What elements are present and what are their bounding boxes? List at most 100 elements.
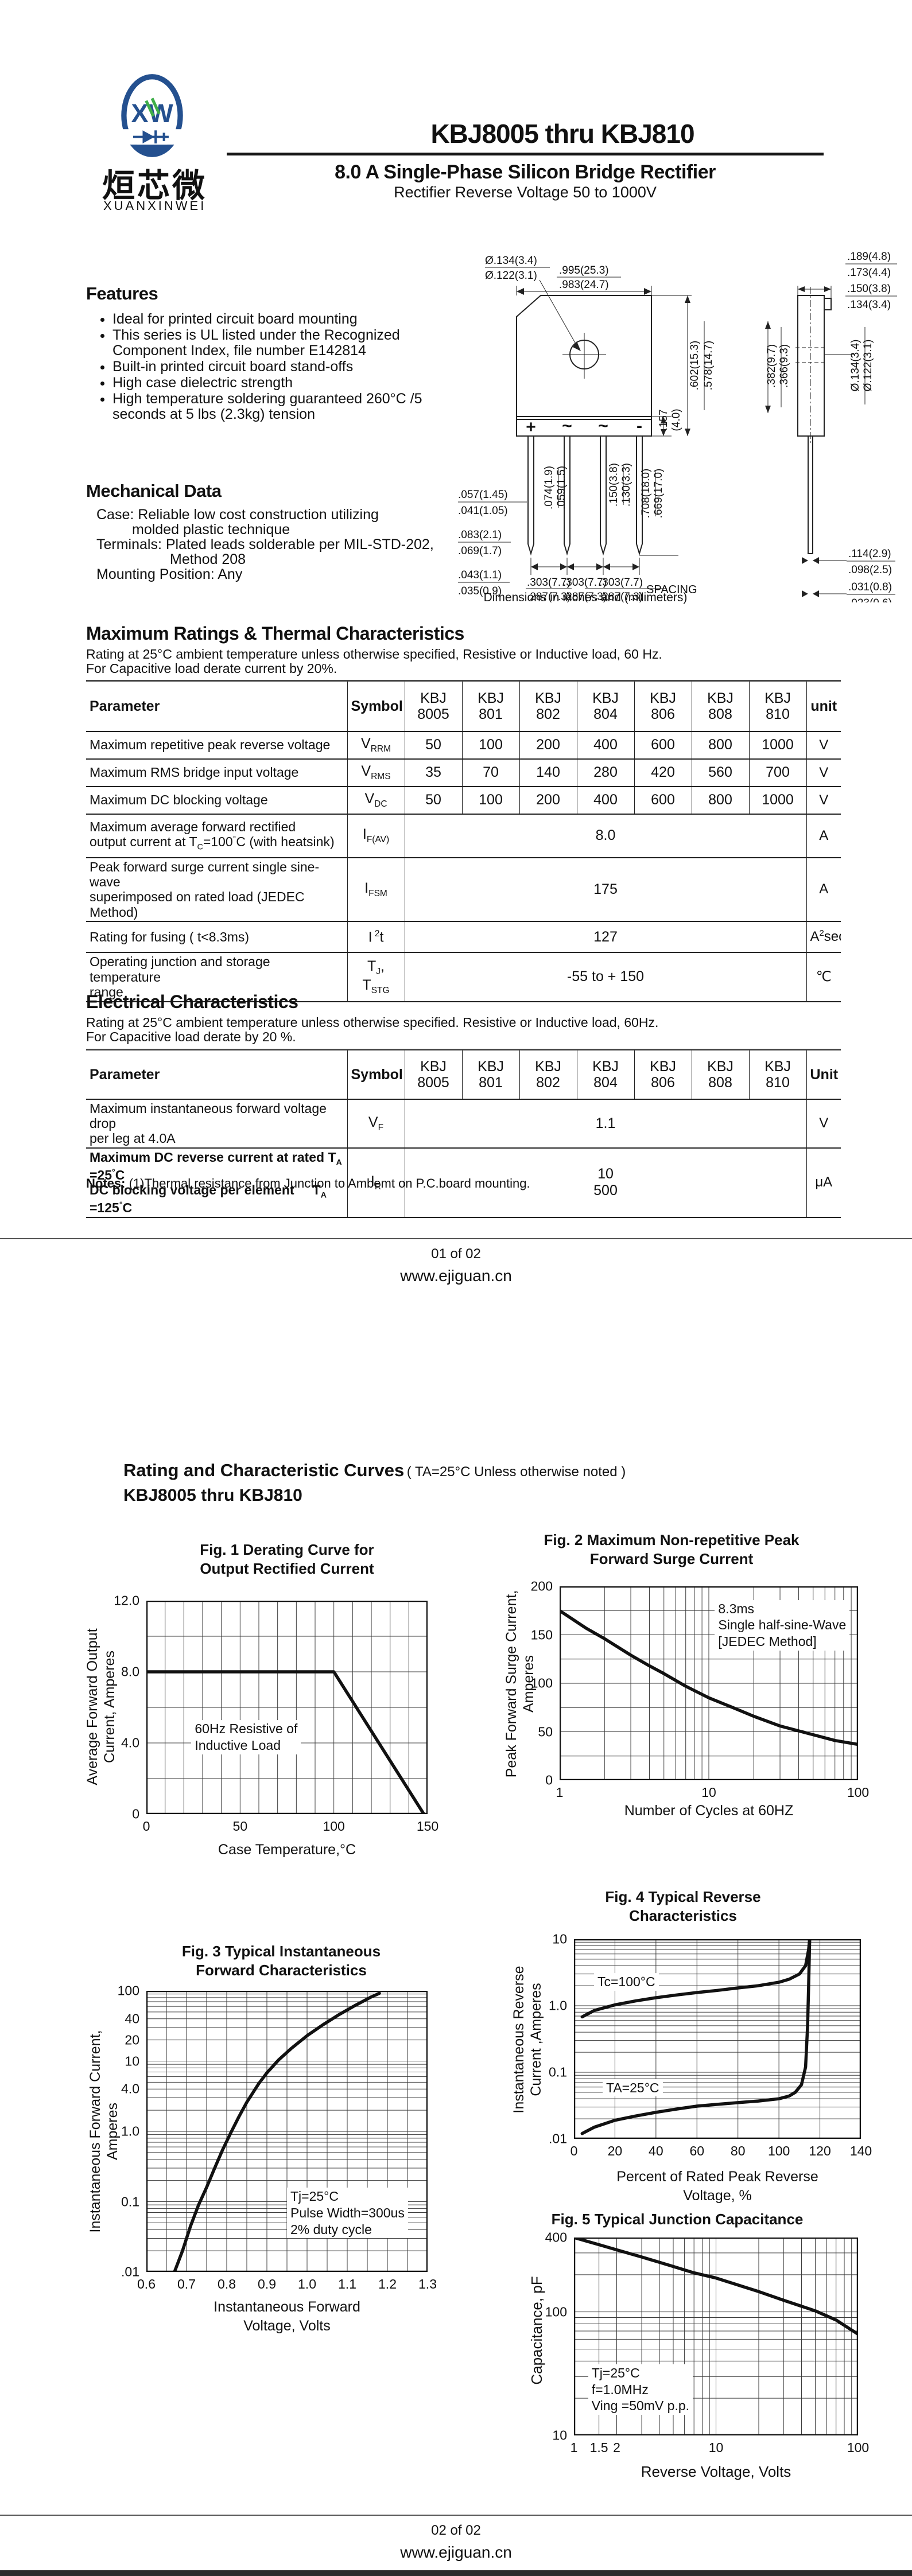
dim-label: .669(17.0) bbox=[653, 469, 665, 519]
notes-label: Notes: bbox=[86, 1176, 126, 1190]
dim-label: .069(1.7) bbox=[458, 545, 502, 557]
dim-label: .057(1.45) bbox=[458, 489, 508, 501]
table-header: KBJ 804 bbox=[576, 1049, 634, 1099]
fig5-y-axis-label: Capacitance, pF bbox=[528, 2276, 545, 2385]
fig1-x-axis-label: Case Temperature,°C bbox=[218, 1842, 356, 1858]
y-tick-label: 10 bbox=[125, 2053, 139, 2068]
dim-label: .083(2.1) bbox=[458, 529, 502, 541]
y-tick-label: 4.0 bbox=[121, 2081, 139, 2096]
value-cell: 100 bbox=[461, 731, 519, 759]
curves-part-range: KBJ8005 thru KBJ810 bbox=[123, 1486, 302, 1505]
y-tick-label: 400 bbox=[545, 2229, 567, 2245]
dim-label: .134(3.4) bbox=[847, 299, 891, 311]
table-header: KBJ 804 bbox=[576, 680, 634, 731]
value-cell: 50 bbox=[404, 786, 462, 814]
x-tick-label: 2 bbox=[613, 2440, 620, 2455]
logo-english-text: XUANXINWEI bbox=[103, 199, 207, 213]
y-tick-label: 4.0 bbox=[121, 1735, 139, 1750]
x-tick-label: 1.3 bbox=[418, 2277, 437, 2291]
parameter-cell: Rating for fusing ( t<8.3ms) bbox=[90, 929, 250, 945]
unit-cell: V bbox=[806, 1099, 841, 1148]
dim-label: .157 bbox=[658, 410, 670, 431]
page-bottom-edge bbox=[0, 2570, 912, 2576]
x-tick-label: 100 bbox=[847, 1785, 870, 1800]
website-link[interactable]: www.ejiguan.cn bbox=[400, 1267, 512, 1285]
y-tick-label: 8.0 bbox=[121, 1664, 139, 1679]
fig1-plot bbox=[146, 1601, 428, 1814]
y-tick-label: 10 bbox=[552, 1931, 567, 1947]
fig3-y-axis-label: Instantaneous Forward Current, Amperes bbox=[87, 2030, 121, 2233]
table-header: KBJ 801 bbox=[461, 1049, 519, 1099]
parameter-cell: Maximum RMS bridge input voltage bbox=[90, 765, 299, 780]
parameter-cell: Operating junction and storage temperatu… bbox=[90, 954, 270, 1000]
feature-item: Built-in printed circuit board stand-off… bbox=[112, 359, 457, 375]
value-cell: 600 bbox=[634, 731, 692, 759]
dim-label: .303(7.7) bbox=[599, 577, 643, 589]
table-header: Symbol bbox=[347, 1049, 405, 1099]
value-cell: 200 bbox=[519, 731, 577, 759]
dim-label: .173(4.4) bbox=[847, 267, 891, 279]
parameter-cell: Maximum DC blocking voltage bbox=[90, 792, 268, 808]
fig2-title: Fig. 2 Maximum Non-repetitive Peak Forwa… bbox=[544, 1531, 800, 1567]
dim-label: .098(2.5) bbox=[848, 564, 892, 576]
fig1-chart: 0 50 100 150 0 4.0 8.0 12.0 60Hz Resistive of In… bbox=[114, 1593, 438, 1834]
dim-label: .059(1.5) bbox=[556, 466, 568, 509]
unit-cell: V bbox=[806, 758, 841, 787]
fig2-plot bbox=[560, 1586, 858, 1780]
table-row: Maximum RMS bridge input voltage VRMS 35 70… bbox=[86, 758, 841, 787]
y-tick-label: 0.1 bbox=[549, 2064, 567, 2080]
y-tick-label: .01 bbox=[549, 2131, 567, 2146]
curves-heading: Rating and Characteristic Curves ( TA=25… bbox=[123, 1460, 870, 1481]
parameter-cell: Maximum DC reverse current at rated TA =… bbox=[90, 1149, 342, 1216]
y-tick-label: 100 bbox=[117, 1983, 139, 1998]
unit-cell: A bbox=[806, 814, 841, 858]
x-tick-label: 1.5 bbox=[589, 2440, 608, 2455]
document-title: 8.0 A Single-Phase Silicon Bridge Rectif… bbox=[335, 161, 716, 183]
fig5-title: Fig. 5 Typical Junction Capacitance bbox=[551, 2211, 804, 2228]
y-tick-label: 50 bbox=[538, 1724, 553, 1739]
x-tick-label: 50 bbox=[232, 1819, 248, 1834]
value-cell: 560 bbox=[691, 758, 749, 787]
value-cell: 100 bbox=[461, 786, 519, 814]
dim-label: .189(4.8) bbox=[847, 251, 891, 263]
footer-divider bbox=[0, 1238, 912, 1239]
dim-label: .366(9.3) bbox=[778, 344, 790, 388]
fig3-title: Fig. 3 Typical Instantaneous Forward Cha… bbox=[181, 1943, 381, 1979]
x-tick-label: 0.7 bbox=[177, 2277, 196, 2291]
feature-item: This series is UL listed under the Recog… bbox=[112, 328, 457, 359]
chart-annotation: Tc=100°C bbox=[594, 1973, 659, 1991]
symbol-cell: IF(AV) bbox=[347, 814, 405, 858]
document-subtitle: Rectifier Reverse Voltage 50 to 1000V bbox=[394, 184, 657, 201]
symbol-cell: VF bbox=[347, 1099, 405, 1148]
fig4-y-axis-label: Instantaneous Reverse Current ,Amperes bbox=[511, 1966, 544, 2114]
dim-label: Ø.122(3.1) bbox=[485, 270, 537, 282]
dim-label: .035(0.9) bbox=[458, 585, 502, 597]
dim-label: .382(9.7) bbox=[766, 344, 778, 388]
value-cell: 600 bbox=[634, 786, 692, 814]
symbol-cell: IR bbox=[347, 1147, 405, 1217]
y-tick-label: 12.0 bbox=[114, 1593, 139, 1608]
x-tick-label: 100 bbox=[323, 1819, 345, 1834]
symbol-cell: VRMS bbox=[347, 758, 405, 787]
table-header: Parameter bbox=[90, 1066, 160, 1083]
fig3-x-axis-label: Instantaneous Forward Voltage, Volts bbox=[214, 2299, 360, 2334]
terminal-plus-label: + bbox=[526, 418, 536, 437]
value-cell: 175 bbox=[404, 857, 806, 922]
y-tick-label: 0.1 bbox=[121, 2194, 139, 2209]
dim-label: SPACING bbox=[646, 583, 697, 596]
table-row: Maximum instantaneous forward voltage dr… bbox=[86, 1099, 841, 1148]
x-tick-label: 150 bbox=[416, 1819, 439, 1834]
y-tick-label: 1.0 bbox=[121, 2123, 139, 2139]
fig4-plot bbox=[574, 1939, 861, 2139]
parameter-cell: Peak forward surge current single sine-w… bbox=[90, 859, 320, 920]
mechanical-line: Method 208 bbox=[170, 551, 246, 567]
website-link[interactable]: www.ejiguan.cn bbox=[400, 2543, 512, 2561]
mechanical-line: Case: Reliable low cost construction uti… bbox=[96, 507, 379, 523]
value-cell: 10 500 bbox=[404, 1147, 806, 1217]
dim-label: .023(0.6) bbox=[848, 597, 892, 602]
logo-mark-icon: XW bbox=[118, 74, 187, 157]
dim-label: .708(18.0) bbox=[640, 469, 652, 519]
y-tick-label: 150 bbox=[530, 1627, 553, 1642]
package-outline-drawing: + ~ ~ - Ø.134(3.4) Ø.122(3.1) .995(25.3)… bbox=[458, 251, 897, 602]
